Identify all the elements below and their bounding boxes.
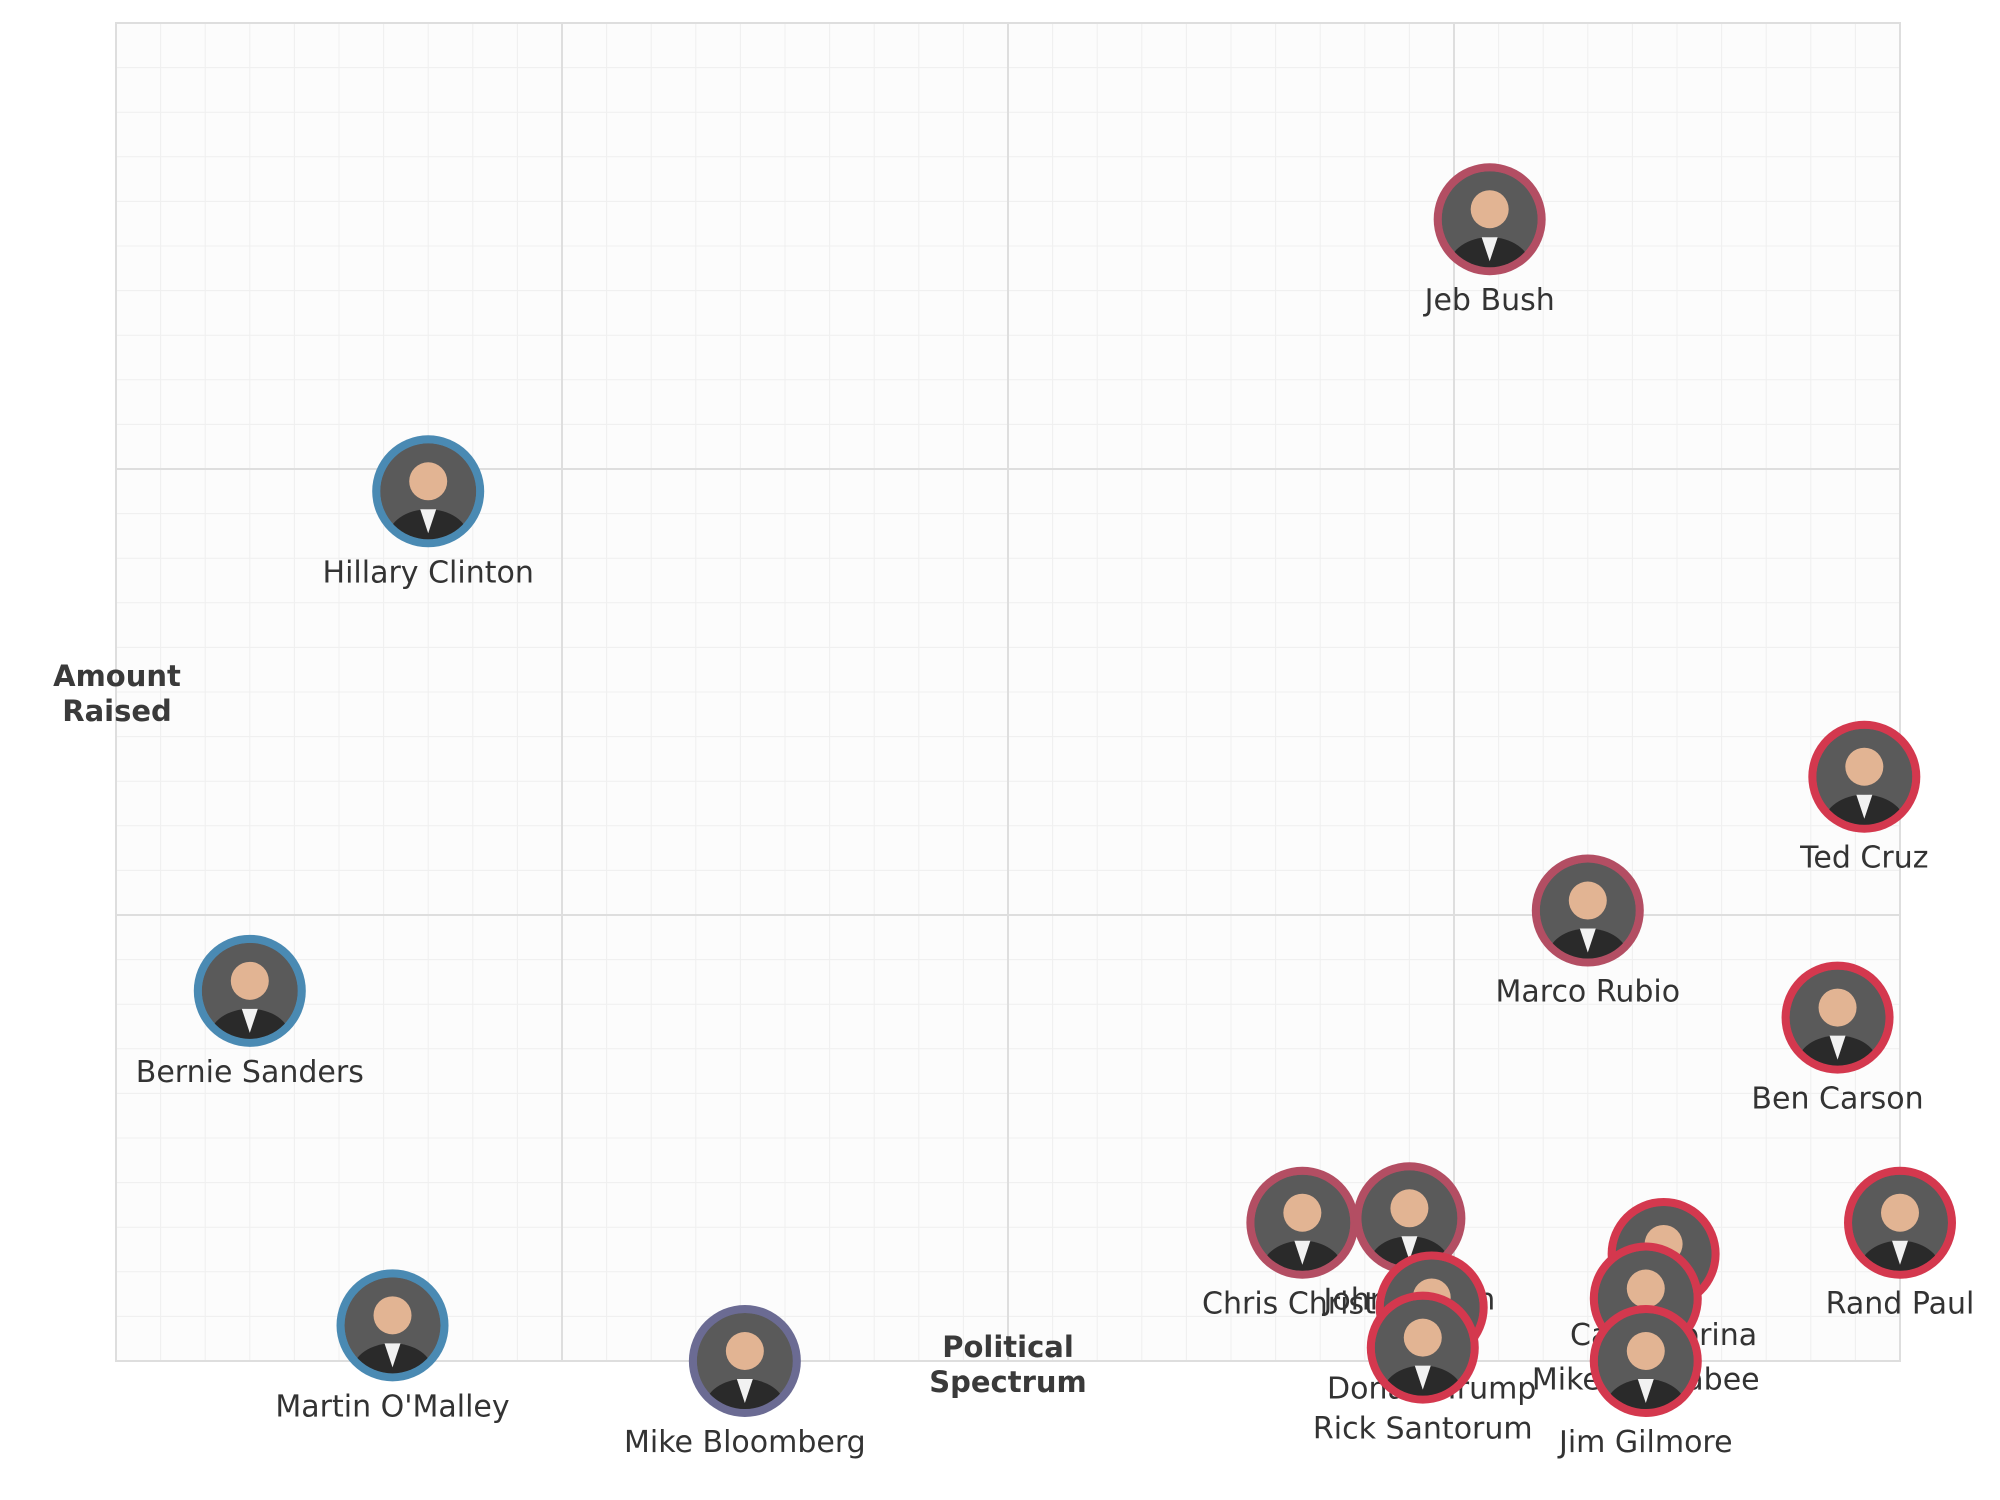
- candidate-label: Rick Santorum: [1313, 1412, 1533, 1447]
- candidate-point: Rand Paul: [1826, 1166, 1975, 1322]
- avatar: [344, 1277, 441, 1374]
- avatar-collar: [1637, 1379, 1654, 1403]
- avatar-collar: [1579, 928, 1596, 953]
- avatar-face: [1626, 1269, 1665, 1308]
- candidate-label: Rand Paul: [1826, 1287, 1975, 1322]
- avatar: [201, 942, 298, 1039]
- plot-border: [115, 22, 1901, 1362]
- avatar-collar: [1481, 237, 1498, 262]
- avatar-shoulders: [1262, 1240, 1343, 1271]
- candidate-label: Marco Rubio: [1496, 975, 1681, 1010]
- avatar-face: [373, 1296, 412, 1335]
- avatar-shoulders: [1797, 1035, 1878, 1066]
- candidate-point: Marco Rubio: [1496, 854, 1681, 1010]
- candidate-point: Bernie Sanders: [136, 934, 364, 1090]
- candidate-point: Mike Bloomberg: [624, 1305, 866, 1460]
- avatar-collar: [1294, 1240, 1311, 1265]
- candidate-label: Bernie Sanders: [136, 1055, 364, 1090]
- avatar-face: [230, 961, 269, 1000]
- avatar-collar: [1414, 1365, 1431, 1390]
- avatar: [380, 443, 477, 540]
- avatar-shoulders: [209, 1008, 290, 1039]
- avatar-collar: [1856, 794, 1873, 819]
- avatar-shoulders: [1605, 1379, 1686, 1409]
- avatar: [1789, 969, 1886, 1066]
- candidate-point: Jim Gilmore: [1557, 1305, 1733, 1460]
- x-axis-label: Political Spectrum: [929, 1330, 1087, 1399]
- candidate-point: Ted Cruz: [1799, 720, 1928, 876]
- avatar: [1597, 1313, 1694, 1409]
- avatar: [1816, 728, 1913, 825]
- avatar-shoulders: [1824, 794, 1905, 825]
- avatar-collar: [1401, 1236, 1418, 1261]
- candidate-label: Jeb Bush: [1423, 283, 1555, 318]
- avatar: [1441, 171, 1538, 268]
- avatar: [1852, 1174, 1948, 1271]
- avatar-shoulders: [388, 509, 469, 540]
- candidate-label: Ben Carson: [1751, 1082, 1923, 1117]
- avatar-collar: [736, 1379, 753, 1403]
- candidate-point: Martin O'Malley: [275, 1269, 510, 1424]
- avatar-face: [725, 1332, 764, 1370]
- points-layer: Jeb Bush Hillary Clinton Ted Cruz Marco Rub…: [136, 163, 1975, 1460]
- avatar-face: [1881, 1193, 1919, 1232]
- candidate-label: Martin O'Malley: [275, 1389, 509, 1424]
- avatar-shoulders: [1860, 1240, 1940, 1271]
- avatar-collar: [420, 509, 437, 534]
- avatar-shoulders: [1382, 1365, 1463, 1396]
- avatar-collar: [241, 1008, 258, 1033]
- candidate-label: Chris Christie: [1202, 1287, 1403, 1322]
- avatar-shoulders: [704, 1379, 785, 1409]
- candidate-point: Chris Christie: [1202, 1166, 1403, 1322]
- avatar-face: [1390, 1189, 1429, 1228]
- avatar-face: [1818, 988, 1857, 1027]
- avatar: [1374, 1299, 1471, 1396]
- avatar-face: [1626, 1332, 1665, 1370]
- candidate-point: Hillary Clinton: [323, 435, 534, 590]
- avatar-collar: [1829, 1035, 1846, 1060]
- avatar-shoulders: [1547, 928, 1628, 959]
- avatar-face: [409, 462, 448, 501]
- avatar: [1539, 862, 1636, 959]
- avatar-collar: [384, 1343, 401, 1368]
- avatar: [1254, 1174, 1351, 1271]
- candidate-label: Hillary Clinton: [323, 555, 534, 590]
- avatar: [696, 1313, 793, 1409]
- avatar-face: [1283, 1193, 1322, 1232]
- candidate-point: Jeb Bush: [1423, 163, 1555, 318]
- avatar-face: [1568, 881, 1607, 920]
- avatar-face: [1403, 1318, 1442, 1357]
- avatar-face: [1470, 190, 1509, 229]
- candidate-point: Rick Santorum: [1313, 1291, 1533, 1447]
- candidate-label: Mike Bloomberg: [624, 1425, 866, 1460]
- avatar-shoulders: [352, 1343, 433, 1374]
- candidate-point: Ben Carson: [1751, 961, 1924, 1117]
- candidate-label: Jim Gilmore: [1557, 1425, 1733, 1460]
- avatar-collar: [1892, 1240, 1908, 1265]
- avatar-face: [1845, 747, 1884, 786]
- candidate-label: Ted Cruz: [1799, 841, 1928, 876]
- avatar-shoulders: [1449, 237, 1530, 268]
- y-axis-label: Amount Raised: [53, 659, 181, 728]
